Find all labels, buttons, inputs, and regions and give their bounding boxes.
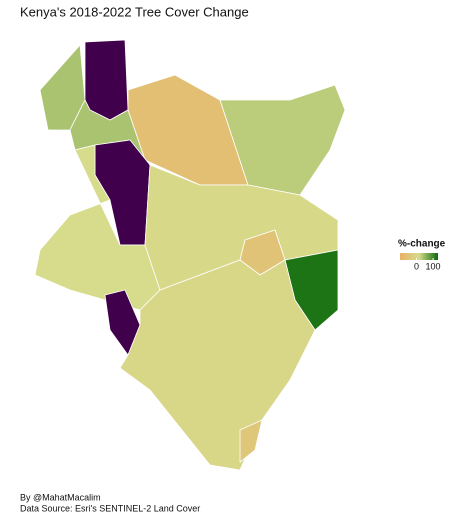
map-title: Kenya's 2018-2022 Tree Cover Change <box>20 4 249 19</box>
legend-tick-label: 100 <box>426 261 441 271</box>
credit-author: By @MahatMacalim <box>20 492 101 502</box>
region <box>219 84 346 196</box>
legend-colorbar <box>400 253 438 260</box>
region <box>239 419 263 463</box>
credit-source: Data Source: Esri's SENTINEL-2 Land Cove… <box>20 503 200 513</box>
region <box>119 259 316 471</box>
region <box>84 39 129 121</box>
legend-tick-label: 0 <box>414 261 419 271</box>
regions <box>34 39 346 471</box>
legend-title: %-change <box>398 239 446 250</box>
legend-ticks: 0 100 <box>414 258 441 271</box>
